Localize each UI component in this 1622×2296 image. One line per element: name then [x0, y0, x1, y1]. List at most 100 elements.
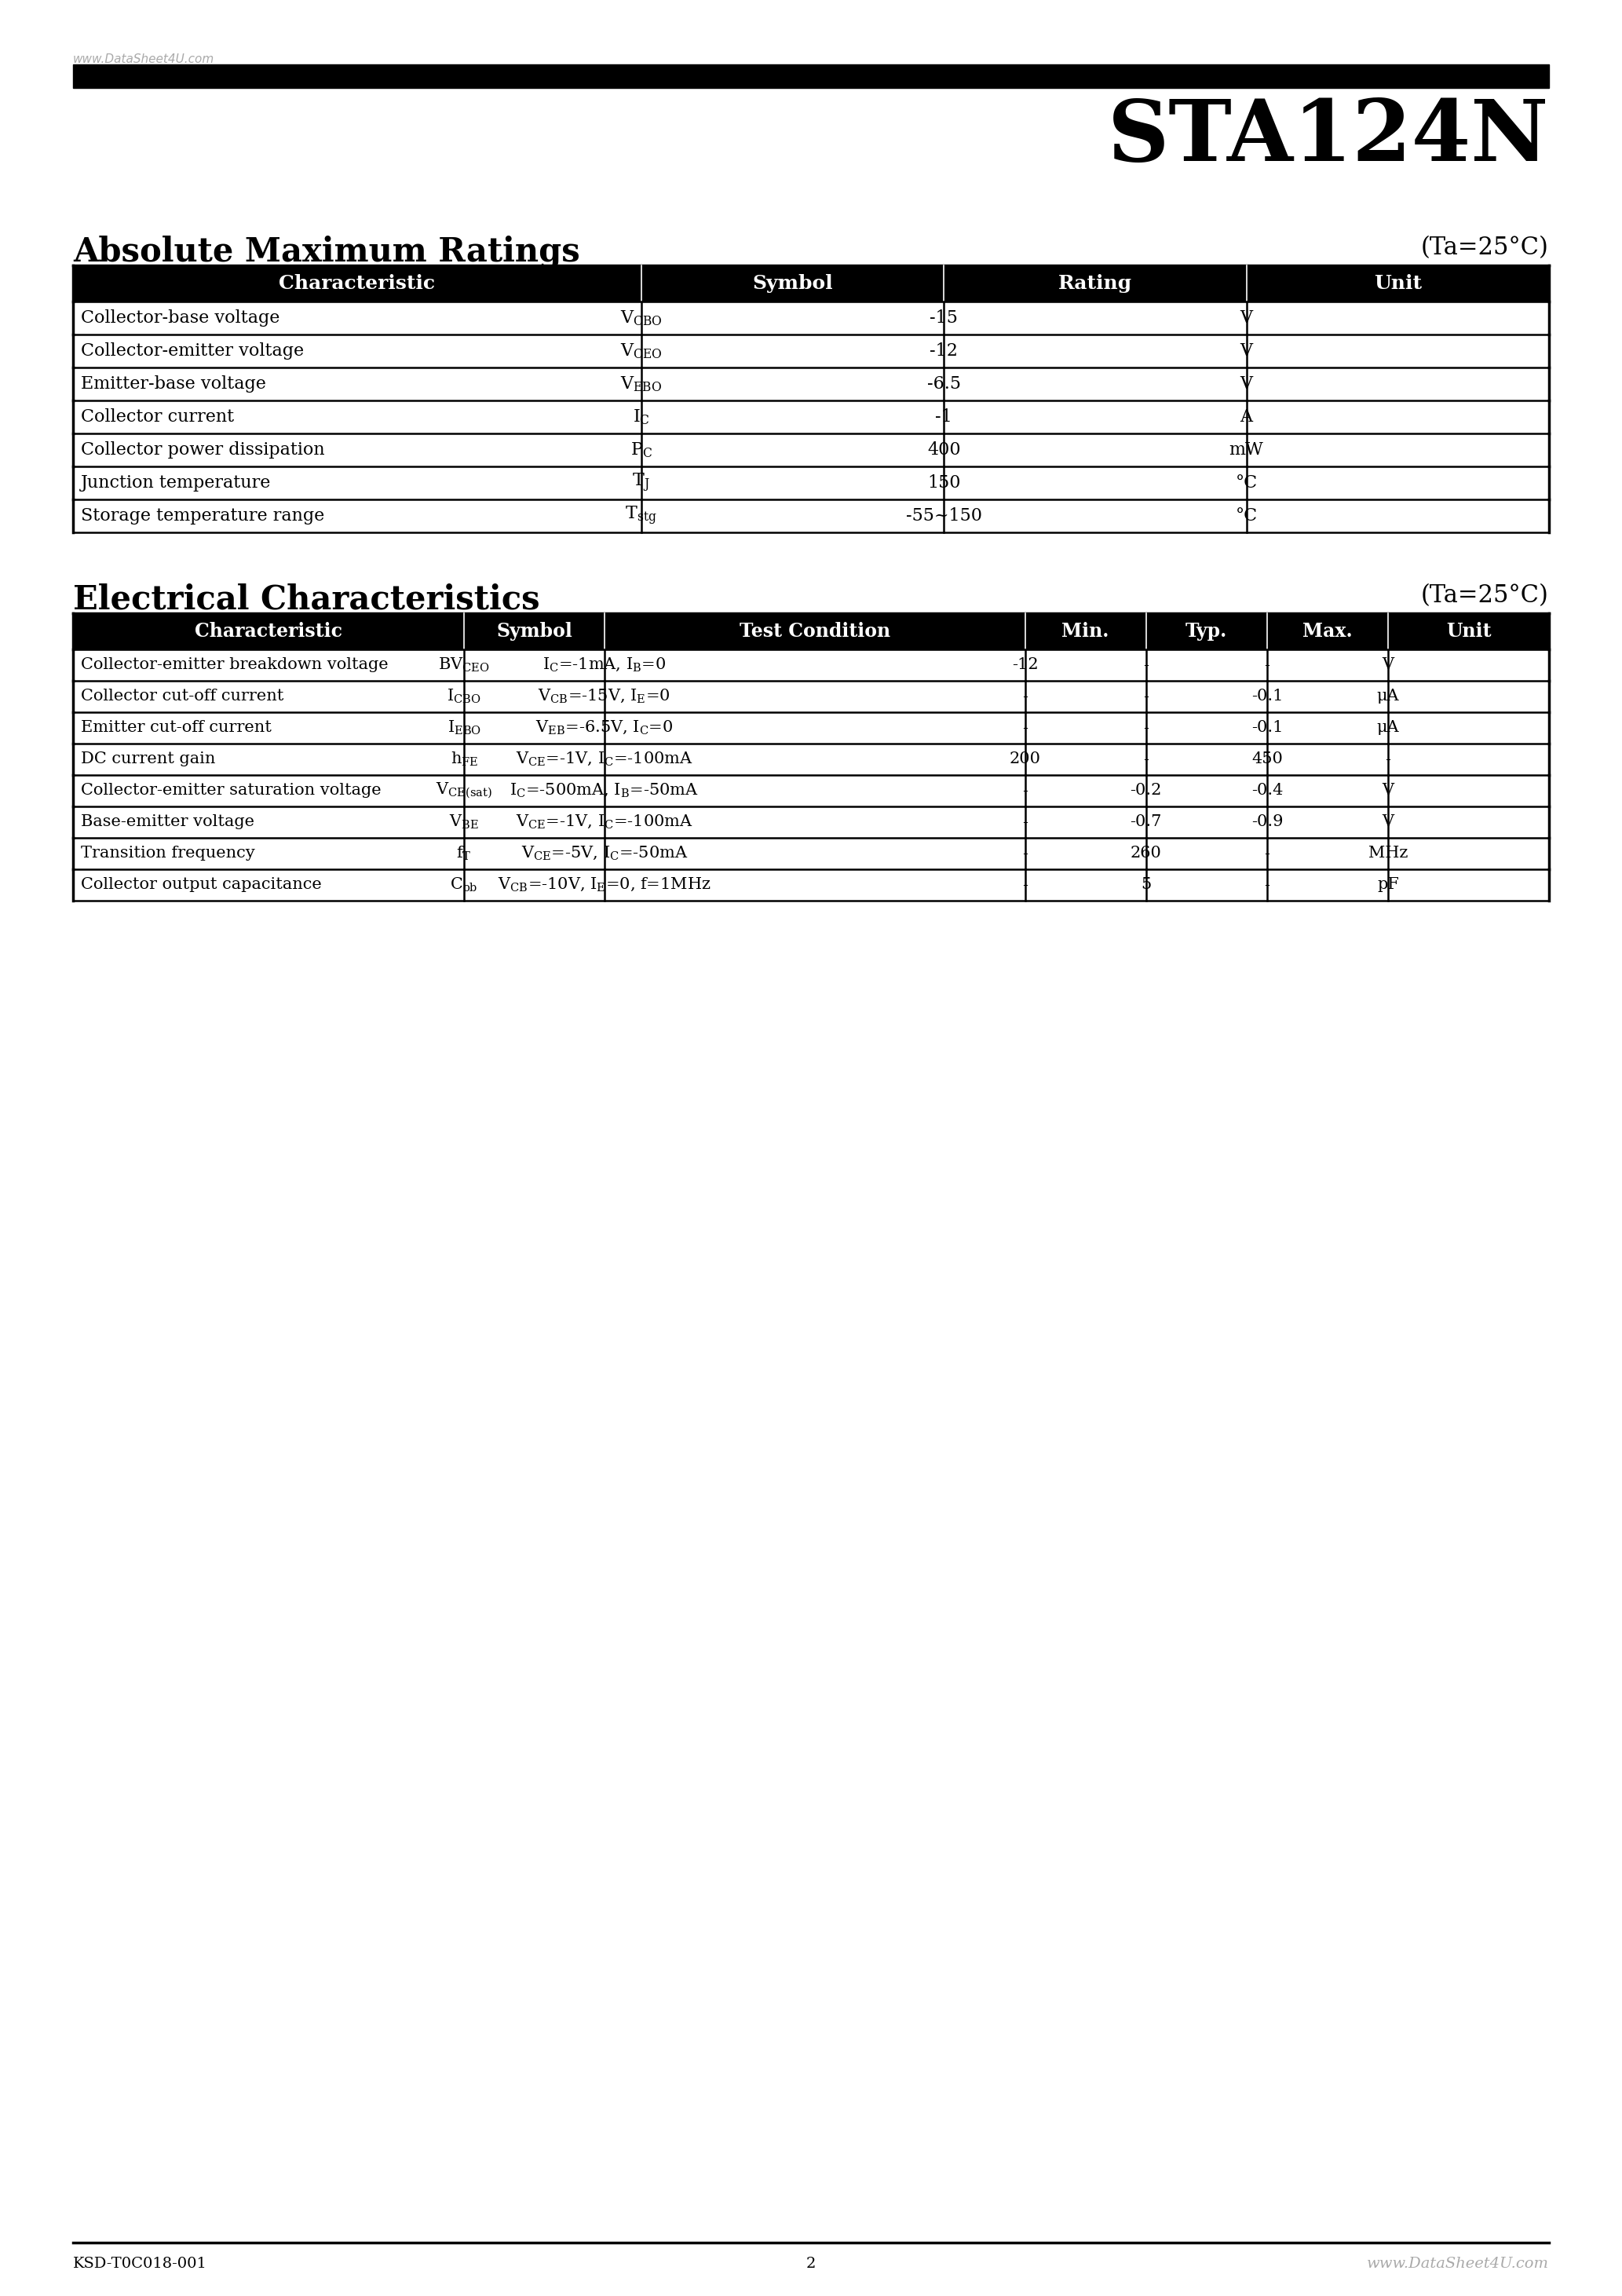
- Bar: [73, 434, 1549, 466]
- Bar: [73, 466, 1549, 501]
- Text: -: -: [1144, 657, 1148, 673]
- Text: V: V: [1241, 342, 1252, 360]
- Text: V: V: [1382, 815, 1393, 829]
- Text: Unit: Unit: [1374, 273, 1421, 294]
- Text: Collector current: Collector current: [81, 409, 234, 425]
- Text: -0.2: -0.2: [1131, 783, 1161, 799]
- Text: μA: μA: [1377, 721, 1400, 735]
- Text: V: V: [1241, 310, 1252, 326]
- Text: V$_\mathregular{CE}$=-5V, I$_\mathregular{C}$=-50mA: V$_\mathregular{CE}$=-5V, I$_\mathregula…: [521, 845, 688, 863]
- Text: -: -: [1144, 689, 1148, 705]
- Bar: [73, 367, 1549, 400]
- Text: Electrical Characteristics: Electrical Characteristics: [73, 583, 540, 615]
- Text: Characteristic: Characteristic: [195, 622, 342, 641]
- Text: -15: -15: [929, 310, 959, 326]
- Text: V: V: [1382, 657, 1393, 673]
- Text: T$_\mathregular{stg}$: T$_\mathregular{stg}$: [624, 505, 657, 526]
- Bar: [73, 64, 1549, 87]
- Text: Collector output capacitance: Collector output capacitance: [81, 877, 321, 893]
- Text: Collector cut-off current: Collector cut-off current: [81, 689, 284, 705]
- Text: -: -: [1022, 815, 1028, 829]
- Text: Collector-base voltage: Collector-base voltage: [81, 310, 279, 326]
- Text: V$_\mathregular{CBO}$: V$_\mathregular{CBO}$: [620, 308, 662, 328]
- Text: -0.9: -0.9: [1251, 815, 1283, 829]
- Text: Storage temperature range: Storage temperature range: [81, 507, 324, 523]
- Text: I$_\mathregular{C}$=-1mA, I$_\mathregular{B}$=0: I$_\mathregular{C}$=-1mA, I$_\mathregula…: [543, 657, 667, 673]
- Text: Base-emitter voltage: Base-emitter voltage: [81, 815, 255, 829]
- Text: mW: mW: [1229, 441, 1264, 459]
- Text: Collector-emitter voltage: Collector-emitter voltage: [81, 342, 303, 360]
- Text: V$_\mathregular{EB}$=-6.5V, I$_\mathregular{C}$=0: V$_\mathregular{EB}$=-6.5V, I$_\mathregu…: [535, 719, 673, 737]
- Text: 400: 400: [928, 441, 960, 459]
- Text: I$_\mathregular{C}$: I$_\mathregular{C}$: [633, 409, 650, 427]
- Text: -12: -12: [1012, 657, 1038, 673]
- Text: I$_\mathregular{C}$=-500mA, I$_\mathregular{B}$=-50mA: I$_\mathregular{C}$=-500mA, I$_\mathregu…: [509, 783, 699, 799]
- Text: P$_\mathregular{C}$: P$_\mathregular{C}$: [631, 441, 652, 459]
- Text: (Ta=25°C): (Ta=25°C): [1421, 583, 1549, 608]
- Text: 450: 450: [1252, 751, 1283, 767]
- Text: °C: °C: [1236, 475, 1257, 491]
- Text: (Ta=25°C): (Ta=25°C): [1421, 236, 1549, 259]
- Text: -: -: [1144, 721, 1148, 735]
- Text: -: -: [1022, 783, 1028, 799]
- Text: Junction temperature: Junction temperature: [81, 475, 271, 491]
- Text: -: -: [1022, 847, 1028, 861]
- Text: °C: °C: [1236, 507, 1257, 523]
- Text: C$_\mathregular{ob}$: C$_\mathregular{ob}$: [451, 877, 478, 893]
- Text: I$_\mathregular{EBO}$: I$_\mathregular{EBO}$: [448, 719, 482, 737]
- Text: 5: 5: [1140, 877, 1152, 893]
- Text: T$_\mathregular{J}$: T$_\mathregular{J}$: [633, 473, 650, 494]
- Text: V$_\mathregular{CB}$=-10V, I$_\mathregular{E}$=0, f=1MHz: V$_\mathregular{CB}$=-10V, I$_\mathregul…: [498, 877, 710, 893]
- Text: Rating: Rating: [1058, 273, 1132, 294]
- Text: KSD-T0C018-001: KSD-T0C018-001: [73, 2257, 208, 2271]
- Text: -0.1: -0.1: [1251, 689, 1283, 705]
- Text: Absolute Maximum Ratings: Absolute Maximum Ratings: [73, 236, 581, 269]
- Text: μA: μA: [1377, 689, 1400, 705]
- Text: Emitter cut-off current: Emitter cut-off current: [81, 721, 271, 735]
- Text: Symbol: Symbol: [753, 273, 832, 294]
- Text: 2: 2: [806, 2257, 816, 2271]
- Text: pF: pF: [1377, 877, 1400, 893]
- Bar: [73, 744, 1549, 776]
- Text: Collector-emitter breakdown voltage: Collector-emitter breakdown voltage: [81, 657, 388, 673]
- Text: -: -: [1385, 751, 1390, 767]
- Text: Collector-emitter saturation voltage: Collector-emitter saturation voltage: [81, 783, 381, 799]
- Text: 200: 200: [1009, 751, 1041, 767]
- Text: Unit: Unit: [1445, 622, 1491, 641]
- Text: V$_\mathregular{CE}$=-1V, I$_\mathregular{C}$=-100mA: V$_\mathregular{CE}$=-1V, I$_\mathregula…: [516, 751, 693, 769]
- Text: MHz: MHz: [1369, 847, 1408, 861]
- Text: f$_\mathregular{T}$: f$_\mathregular{T}$: [456, 845, 472, 863]
- Text: h$_\mathregular{FE}$: h$_\mathregular{FE}$: [451, 751, 478, 769]
- Text: V$_\mathregular{CEO}$: V$_\mathregular{CEO}$: [620, 342, 662, 360]
- Text: -: -: [1022, 689, 1028, 705]
- Text: 150: 150: [928, 475, 960, 491]
- Text: Test Condition: Test Condition: [740, 622, 890, 641]
- Text: -6.5: -6.5: [926, 374, 960, 393]
- Text: -: -: [1264, 657, 1270, 673]
- Text: V$_\mathregular{EBO}$: V$_\mathregular{EBO}$: [620, 374, 662, 393]
- Text: -55~150: -55~150: [905, 507, 981, 523]
- Bar: [73, 682, 1549, 712]
- Text: Min.: Min.: [1062, 622, 1109, 641]
- Bar: [73, 650, 1549, 682]
- Text: Symbol: Symbol: [496, 622, 573, 641]
- Text: A: A: [1241, 409, 1252, 425]
- Bar: [73, 712, 1549, 744]
- Text: Collector power dissipation: Collector power dissipation: [81, 441, 324, 459]
- Text: -0.7: -0.7: [1131, 815, 1161, 829]
- Bar: [73, 335, 1549, 367]
- Text: -0.1: -0.1: [1251, 721, 1283, 735]
- Text: V$_\mathregular{CE(sat)}$: V$_\mathregular{CE(sat)}$: [436, 781, 493, 801]
- Text: V$_\mathregular{BE}$: V$_\mathregular{BE}$: [449, 813, 478, 831]
- Text: Typ.: Typ.: [1186, 622, 1228, 641]
- Bar: [73, 776, 1549, 806]
- Text: BV$_\mathregular{CEO}$: BV$_\mathregular{CEO}$: [438, 657, 490, 675]
- Text: V: V: [1241, 374, 1252, 393]
- Text: -1: -1: [936, 409, 952, 425]
- Bar: [73, 870, 1549, 900]
- Text: V$_\mathregular{CE}$=-1V, I$_\mathregular{C}$=-100mA: V$_\mathregular{CE}$=-1V, I$_\mathregula…: [516, 813, 693, 831]
- Text: 260: 260: [1131, 847, 1161, 861]
- Bar: [73, 301, 1549, 335]
- Text: -: -: [1022, 721, 1028, 735]
- Text: Max.: Max.: [1302, 622, 1353, 641]
